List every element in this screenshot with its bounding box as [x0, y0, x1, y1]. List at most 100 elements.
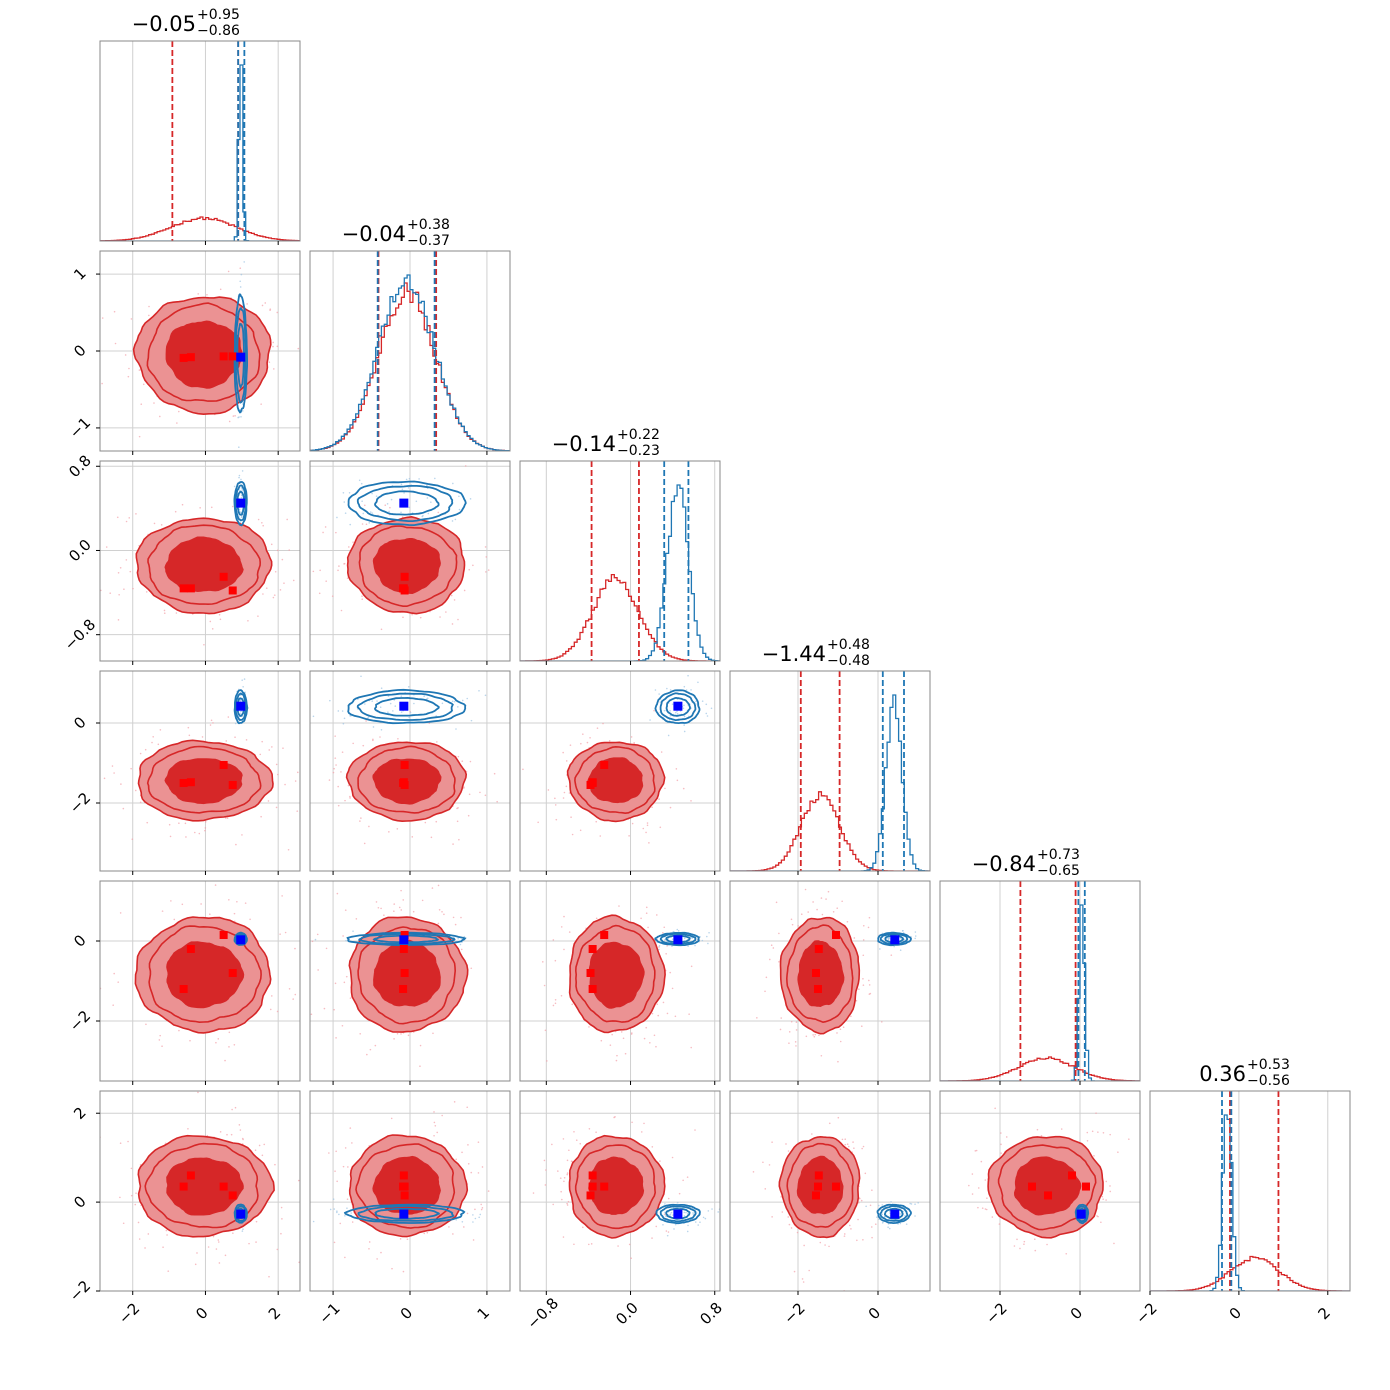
x-tick-label: 1	[474, 1304, 493, 1323]
sample-point-blue	[662, 1223, 664, 1226]
panel-3-2	[519, 670, 721, 875]
panel-frame	[729, 1090, 931, 1292]
sample-point-red	[363, 504, 366, 507]
sample-point-red	[850, 1228, 852, 1230]
sample-point-red	[645, 831, 647, 834]
sample-point-red	[209, 724, 212, 726]
sample-point-red	[479, 791, 481, 794]
sample-point-red	[624, 1052, 627, 1055]
sample-point-red	[474, 1208, 476, 1211]
sample-point-blue	[242, 1228, 244, 1231]
sample-point-red	[303, 562, 305, 564]
sample-point-red	[1019, 1247, 1021, 1250]
sample-point-red	[566, 1159, 569, 1162]
sample-point-red	[138, 1238, 141, 1240]
sample-point-blue	[349, 523, 352, 526]
sample-point-red	[228, 1046, 230, 1048]
sample-point-red	[971, 1193, 974, 1195]
histogram-blue	[100, 64, 300, 241]
sample-point-blue	[240, 415, 242, 418]
x-tick-label: 0	[192, 1304, 211, 1323]
sample-point-red	[161, 910, 164, 912]
sample-point-red	[858, 988, 860, 990]
sample-point-blue	[314, 938, 317, 941]
sample-point-red	[281, 558, 284, 561]
x-tick-label: 0.0	[612, 1299, 642, 1329]
sample-point-red	[258, 1144, 261, 1147]
sample-point-red	[432, 1032, 434, 1035]
sample-point-blue	[376, 700, 378, 702]
sample-point-red	[212, 1235, 215, 1238]
sample-point-red	[651, 1237, 653, 1239]
sample-point-red	[282, 747, 284, 749]
sample-point-red	[368, 1247, 370, 1250]
sample-point-blue	[671, 945, 673, 947]
sample-point-blue	[362, 512, 365, 515]
sample-point-red	[560, 926, 563, 928]
truth-marker-red	[179, 779, 188, 787]
sample-point-red	[262, 593, 264, 595]
sample-point-red	[204, 827, 207, 829]
sample-point-red	[360, 817, 362, 819]
sample-point-red	[780, 1017, 783, 1019]
panel-4-3	[729, 880, 931, 1085]
sample-point-red	[480, 1203, 482, 1206]
sample-point-red	[255, 1241, 257, 1243]
panel-5-3: −2 0	[729, 1090, 931, 1328]
sample-point-red	[604, 1084, 606, 1086]
sample-point-red	[582, 733, 584, 735]
sample-point-red	[968, 1184, 970, 1187]
sample-point-red	[1000, 1143, 1002, 1146]
sample-point-red	[391, 1267, 393, 1270]
sample-point-red	[541, 961, 544, 963]
sample-point-red	[103, 777, 106, 780]
sample-point-red	[853, 937, 856, 939]
sample-point-red	[261, 1154, 264, 1157]
sample-point-blue	[408, 506, 411, 509]
sample-point-blue	[400, 695, 403, 698]
sample-point-red	[276, 345, 279, 348]
histogram-red	[520, 573, 720, 661]
sample-point-red	[226, 1133, 228, 1136]
sample-point-red	[552, 1203, 554, 1206]
sample-point-red	[844, 1143, 847, 1146]
sample-point-blue	[683, 704, 685, 707]
sample-point-red	[159, 729, 162, 731]
sample-point-blue	[672, 930, 675, 933]
sample-point-red	[331, 595, 334, 597]
sample-point-red	[666, 1012, 669, 1015]
sample-point-red	[255, 1220, 258, 1223]
truth-marker-red	[586, 969, 595, 977]
sample-point-blue	[914, 1203, 916, 1205]
sample-point-red	[795, 1029, 798, 1031]
sample-point-red	[390, 1117, 393, 1120]
sample-point-red	[441, 910, 443, 913]
panel-title-4: −0.84 +0.73−0.65	[972, 847, 1080, 879]
sample-point-red	[796, 1231, 799, 1234]
truth-marker-red	[812, 1191, 820, 1200]
panel-title-1: −0.04 +0.38−0.37	[342, 217, 450, 249]
sample-point-red	[832, 910, 835, 913]
sample-point-red	[797, 925, 799, 927]
sample-point-red	[802, 1281, 805, 1283]
sample-point-red	[544, 1184, 547, 1186]
sample-point-red	[421, 899, 424, 902]
sample-point-red	[433, 1134, 435, 1137]
sample-point-red	[980, 1160, 983, 1163]
sample-point-red	[586, 741, 589, 744]
sample-point-red	[140, 403, 143, 405]
truth-marker-red	[1044, 1191, 1052, 1200]
sample-point-red	[611, 1033, 613, 1036]
sample-point-red	[1005, 1136, 1008, 1138]
sample-point-red	[274, 1163, 276, 1166]
sample-point-red	[1102, 1132, 1105, 1134]
sample-point-red	[259, 753, 262, 756]
sample-point-red	[448, 1226, 450, 1228]
sample-point-red	[201, 736, 204, 738]
sample-point-red	[139, 801, 142, 804]
sample-point-red	[411, 836, 414, 838]
sample-point-red	[466, 1106, 469, 1109]
sample-point-blue	[312, 715, 315, 718]
sample-point-red	[690, 965, 693, 968]
title-minus: −0.48	[827, 653, 870, 669]
